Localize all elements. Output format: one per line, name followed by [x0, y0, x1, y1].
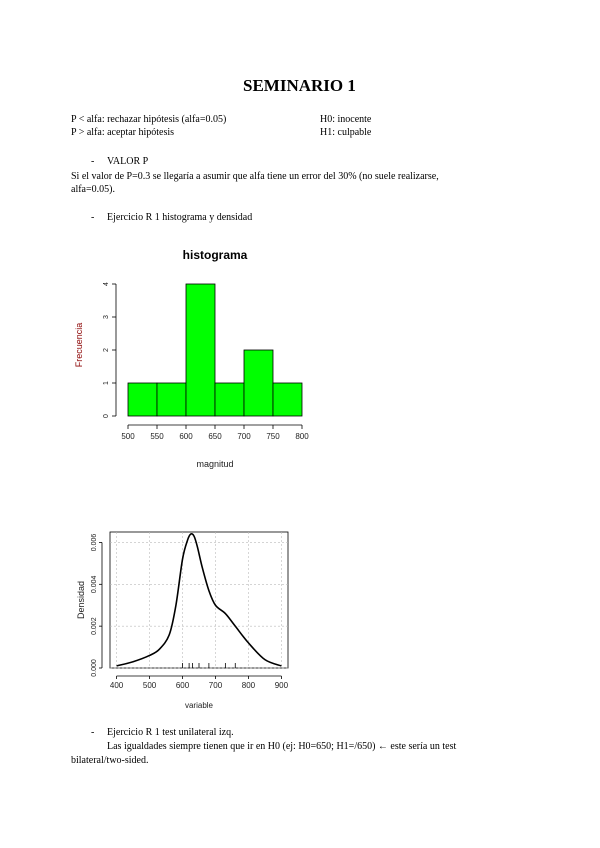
page-title: SEMINARIO 1	[243, 76, 356, 95]
histogram-chart: histograma 500 550 600 650 700 750 800 0 1 2 3 4 m…	[74, 248, 309, 469]
x-tick-label: 750	[266, 432, 280, 441]
y-tick-label: 1	[103, 381, 110, 385]
x-tick-label: 550	[150, 432, 164, 441]
histogram-bar	[272, 382, 303, 417]
histogram-bar	[243, 349, 274, 417]
hypothesis-rule-reject: P < alfa: rechazar hipótesis (alfa=0.05)	[71, 114, 227, 125]
x-tick-label: 900	[275, 681, 289, 690]
paragraph-igualdades-line1: Las igualdades siempre tienen que ir en …	[107, 741, 457, 752]
paragraph-valor-p-line1: Si el valor de P=0.3 se llegaría a asumi…	[71, 171, 439, 182]
y-tick-label: 0.002	[91, 617, 98, 635]
y-tick-label: 3	[103, 315, 110, 319]
y-tick-label: 0.006	[91, 534, 98, 552]
x-tick-label: 500	[121, 432, 135, 441]
x-tick-label: 500	[143, 681, 157, 690]
paragraph-igualdades-line2: bilateral/two-sided.	[71, 755, 149, 766]
x-tick-label: 600	[179, 432, 193, 441]
x-tick-label: 800	[295, 432, 309, 441]
density-curve	[116, 533, 282, 667]
chart-title: histograma	[183, 248, 248, 262]
x-tick-label: 650	[208, 432, 222, 441]
histogram-bar	[127, 382, 158, 417]
density-chart: 400 500 600 700 800 900 0.0000.0020.0040.006 …	[76, 531, 289, 710]
hypothesis-rule-accept: P > alfa: aceptar hipótesis	[71, 127, 175, 138]
bullet-dash: -	[91, 156, 95, 167]
x-tick-label: 700	[209, 681, 223, 690]
y-tick-label: 0.004	[91, 575, 98, 593]
y-tick-label: 0	[103, 414, 110, 418]
bullet-dash: -	[91, 727, 95, 738]
bullet-valor-p: VALOR P	[107, 156, 149, 167]
x-tick-label: 600	[176, 681, 190, 690]
x-tick-label: 700	[237, 432, 251, 441]
y-tick-label: 2	[103, 348, 110, 352]
paragraph-valor-p-line2: alfa=0.05).	[71, 184, 115, 195]
histogram-bar	[156, 382, 187, 417]
x-tick-label: 800	[242, 681, 256, 690]
hypothesis-h1: H1: culpable	[320, 127, 372, 138]
histogram-bar	[185, 283, 216, 417]
bullet-dash: -	[91, 212, 95, 223]
x-tick-label: 400	[110, 681, 124, 690]
x-axis-label: variable	[185, 701, 214, 710]
y-tick-label: 4	[103, 282, 110, 286]
hypothesis-h0: H0: inocente	[320, 114, 372, 125]
y-tick-label: 0.000	[91, 659, 98, 677]
bullet-ejercicio-test: Ejercicio R 1 test unilateral izq.	[107, 727, 234, 738]
bullet-ejercicio-histograma: Ejercicio R 1 histograma y densidad	[107, 212, 253, 223]
histogram-bar	[214, 382, 245, 417]
y-axis-label: Densidad	[76, 581, 86, 619]
y-axis-label: Frecuencia	[74, 323, 84, 368]
x-axis-label: magnitud	[196, 459, 233, 469]
